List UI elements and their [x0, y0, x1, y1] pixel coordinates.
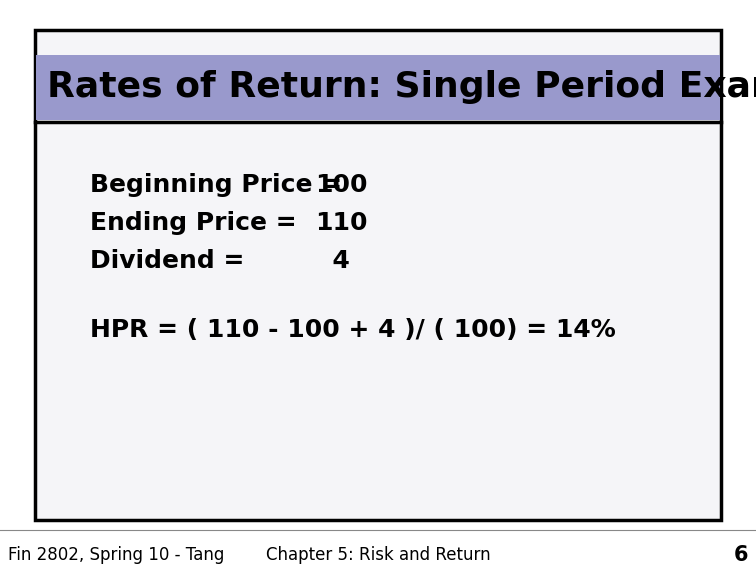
Text: 4: 4 — [315, 249, 350, 273]
Text: HPR = ( 110 - 100 + 4 )/ ( 100) = 14%: HPR = ( 110 - 100 + 4 )/ ( 100) = 14% — [90, 318, 615, 342]
Text: 6: 6 — [733, 545, 748, 565]
Text: Ending Price =: Ending Price = — [90, 211, 296, 235]
Text: 100: 100 — [315, 173, 367, 197]
Text: 110: 110 — [315, 211, 367, 235]
Bar — [36, 55, 720, 120]
Text: Fin 2802, Spring 10 - Tang: Fin 2802, Spring 10 - Tang — [8, 546, 225, 564]
Text: Rates of Return: Single Period Example: Rates of Return: Single Period Example — [47, 70, 756, 104]
Text: Dividend =: Dividend = — [90, 249, 244, 273]
Bar — [35, 30, 721, 520]
Text: Chapter 5: Risk and Return: Chapter 5: Risk and Return — [265, 546, 491, 564]
Text: Beginning Price =: Beginning Price = — [90, 173, 342, 197]
